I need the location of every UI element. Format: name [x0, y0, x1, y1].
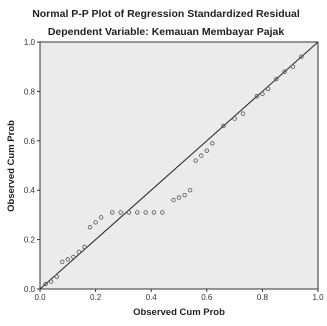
- data-point: [54, 274, 59, 279]
- data-point: [290, 64, 296, 69]
- y-tick-label: 0.2: [24, 236, 36, 245]
- chart-subtitle: Dependent Variable: Kemauan Membayar Paj…: [48, 26, 285, 38]
- axis-ticks: 0.0 0.2 0.4 0.6 0.8 1.0 0.0 0.2 0.4 0.6 0.8 1.0: [24, 38, 324, 302]
- data-point: [199, 153, 204, 158]
- data-point: [71, 254, 76, 260]
- data-point: [232, 116, 237, 121]
- data-point: [65, 257, 70, 262]
- data-point: [171, 197, 176, 203]
- y-tick-label: 0.8: [24, 87, 36, 96]
- data-point: [87, 225, 93, 230]
- data-point: [110, 210, 115, 215]
- data-point: [204, 148, 209, 153]
- x-tick-label: 0.4: [146, 293, 158, 302]
- x-tick-label: 0.6: [201, 293, 213, 302]
- data-point: [48, 279, 54, 284]
- x-tick-label: 0.0: [34, 293, 46, 302]
- data-point: [240, 111, 246, 116]
- data-point: [76, 249, 82, 255]
- y-axis-label: Observed Cum Prob: [6, 120, 17, 212]
- data-point: [126, 210, 132, 215]
- data-point: [282, 69, 287, 74]
- data-point: [254, 94, 260, 99]
- x-tick-label: 1.0: [312, 293, 324, 302]
- data-point: [151, 210, 157, 215]
- data-point: [274, 76, 279, 82]
- data-point: [210, 141, 215, 146]
- y-tick-label: 1.0: [24, 38, 36, 47]
- x-tick-label: 0.8: [257, 293, 269, 302]
- x-axis-label: Observed Cum Prob: [133, 307, 225, 318]
- data-point: [60, 259, 65, 265]
- data-point: [176, 195, 182, 200]
- data-point: [265, 86, 271, 92]
- y-tick-label: 0.4: [24, 186, 36, 195]
- data-point: [193, 158, 198, 163]
- data-points: [43, 54, 304, 287]
- data-point: [182, 192, 187, 198]
- data-point: [118, 210, 123, 215]
- y-tick-label: 0.0: [24, 285, 36, 294]
- data-point: [82, 244, 87, 250]
- data-point: [98, 215, 104, 220]
- data-point: [160, 210, 165, 215]
- data-point: [93, 220, 98, 225]
- data-point: [221, 123, 226, 129]
- chart-title: Normal P-P Plot of Regression Standardiz…: [32, 8, 300, 20]
- y-tick-label: 0.6: [24, 137, 36, 146]
- data-point: [43, 281, 48, 287]
- data-point: [143, 210, 148, 215]
- data-point: [299, 54, 304, 60]
- data-point: [260, 91, 265, 97]
- data-point: [187, 187, 193, 193]
- data-point: [135, 210, 140, 215]
- x-tick-label: 0.2: [90, 293, 102, 302]
